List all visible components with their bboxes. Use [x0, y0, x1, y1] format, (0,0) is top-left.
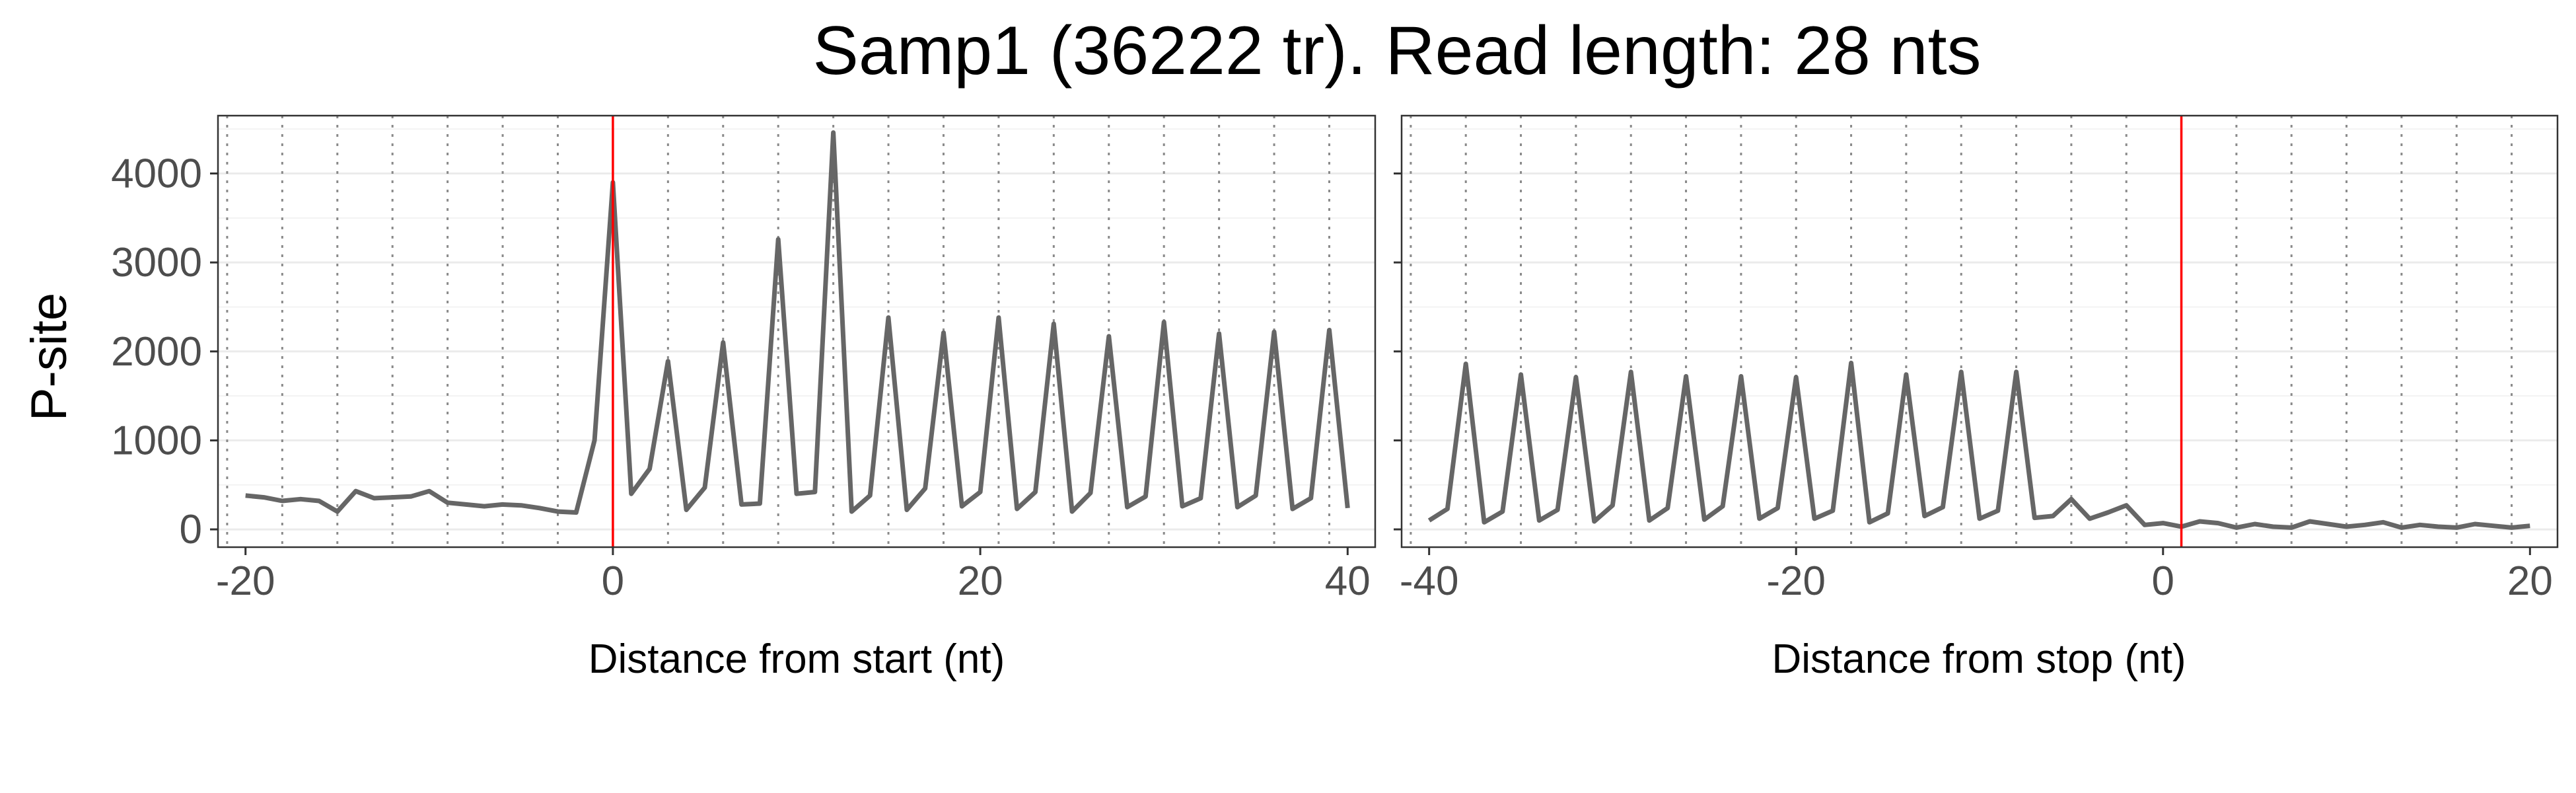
x-axis-label-stop: Distance from stop (nt) — [1771, 636, 2186, 682]
y-tick-label: 2000 — [111, 329, 202, 375]
x-tick-label: -20 — [1766, 558, 1826, 604]
panel-border — [217, 114, 1377, 548]
panel-border — [1400, 114, 2559, 548]
x-tick-label: 20 — [958, 558, 1003, 604]
panel-stop: -40 -20 0 20 — [1394, 114, 2559, 604]
x-tick-label: -40 — [1400, 558, 1459, 604]
y-tick-label: 3000 — [111, 240, 202, 285]
panel-background — [1402, 116, 2558, 547]
x-tick-label: -20 — [216, 558, 275, 604]
y-tick-label: 1000 — [111, 418, 202, 463]
chart-title: Samp1 (36222 tr). Read length: 28 nts — [812, 13, 1981, 89]
x-tick-label: 0 — [602, 558, 624, 604]
y-axis-label: P-site — [21, 293, 77, 421]
panel-start: -20 0 20 40 0 1000 2000 3000 4000 — [111, 114, 1377, 604]
y-tick-label: 0 — [180, 507, 202, 552]
x-axis-label-start: Distance from start (nt) — [589, 636, 1005, 682]
p-site-line — [1427, 360, 2530, 530]
x-tick-label: 0 — [2152, 558, 2174, 604]
p-site-line — [245, 130, 1350, 515]
x-tick-label: 20 — [2507, 558, 2553, 604]
x-tick-label: 40 — [1325, 558, 1371, 604]
y-tick-label: 4000 — [111, 151, 202, 197]
